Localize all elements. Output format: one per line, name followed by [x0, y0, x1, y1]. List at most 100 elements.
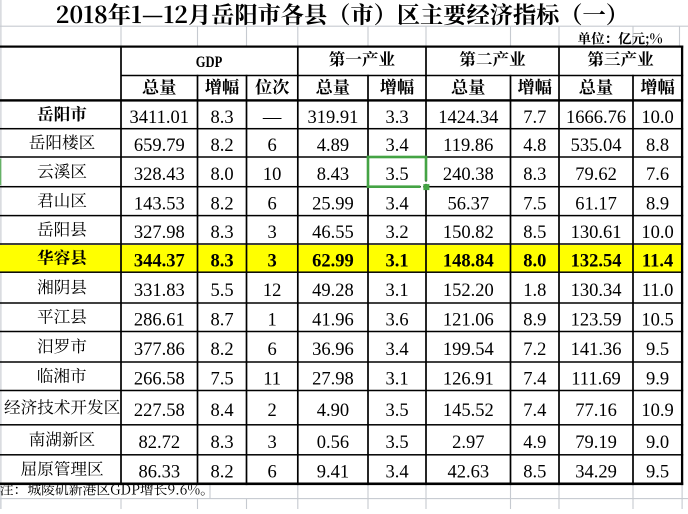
- svg-text:—: —: [262, 108, 282, 128]
- svg-text:266.58: 266.58: [134, 370, 185, 390]
- svg-text:8.9: 8.9: [523, 311, 546, 331]
- svg-text:10.5: 10.5: [641, 311, 673, 331]
- svg-text:6: 6: [268, 194, 277, 214]
- svg-text:240.38: 240.38: [443, 165, 494, 185]
- svg-text:3.4: 3.4: [385, 136, 408, 156]
- svg-text:4.9: 4.9: [523, 433, 546, 453]
- svg-text:7.5: 7.5: [210, 370, 233, 390]
- svg-text:4.8: 4.8: [523, 136, 546, 156]
- svg-text:141.36: 141.36: [571, 340, 622, 360]
- svg-text:8.43: 8.43: [317, 165, 349, 185]
- svg-text:3411.01: 3411.01: [130, 108, 189, 128]
- svg-text:1666.76: 1666.76: [566, 108, 626, 128]
- svg-text:130.34: 130.34: [571, 281, 622, 301]
- svg-text:61.17: 61.17: [575, 194, 617, 214]
- svg-text:3.2: 3.2: [385, 223, 408, 243]
- svg-text:3.5: 3.5: [385, 433, 408, 453]
- svg-text:8.3: 8.3: [523, 165, 546, 185]
- svg-text:8.5: 8.5: [523, 223, 546, 243]
- svg-text:3.1: 3.1: [385, 281, 408, 301]
- svg-text:3: 3: [268, 433, 277, 453]
- svg-text:82.72: 82.72: [138, 433, 180, 453]
- svg-text:79.62: 79.62: [575, 165, 617, 185]
- svg-text:3.5: 3.5: [385, 165, 408, 185]
- svg-text:8.2: 8.2: [210, 340, 233, 360]
- svg-text:7.6: 7.6: [646, 165, 669, 185]
- svg-text:8.0: 8.0: [210, 165, 233, 185]
- svg-text:25.99: 25.99: [312, 194, 354, 214]
- svg-text:286.61: 286.61: [134, 311, 185, 331]
- svg-text:77.16: 77.16: [575, 401, 617, 421]
- svg-text:9.5: 9.5: [646, 340, 669, 360]
- svg-text:344.37: 344.37: [134, 251, 185, 271]
- svg-text:130.61: 130.61: [571, 223, 622, 243]
- svg-text:3.5: 3.5: [385, 401, 408, 421]
- svg-text:9.9: 9.9: [646, 370, 669, 390]
- svg-text:145.52: 145.52: [443, 401, 494, 421]
- svg-text:6: 6: [268, 136, 277, 156]
- svg-text:659.79: 659.79: [134, 136, 185, 156]
- svg-text:327.98: 327.98: [134, 223, 185, 243]
- svg-text:121.06: 121.06: [443, 311, 494, 331]
- svg-text:8.9: 8.9: [646, 194, 669, 214]
- svg-text:126.91: 126.91: [443, 370, 494, 390]
- svg-text:319.91: 319.91: [307, 108, 358, 128]
- svg-text:143.53: 143.53: [134, 194, 185, 214]
- svg-text:8.7: 8.7: [210, 311, 233, 331]
- svg-text:79.19: 79.19: [575, 433, 617, 453]
- svg-text:8.8: 8.8: [646, 136, 669, 156]
- svg-text:11.4: 11.4: [642, 251, 673, 271]
- svg-text:9.0: 9.0: [646, 433, 669, 453]
- svg-text:331.83: 331.83: [134, 281, 185, 301]
- svg-text:10.9: 10.9: [641, 401, 673, 421]
- svg-text:7.5: 7.5: [523, 194, 546, 214]
- svg-text:3.6: 3.6: [385, 311, 408, 331]
- svg-text:8.3: 8.3: [210, 251, 233, 271]
- svg-text:6: 6: [268, 463, 277, 483]
- svg-text:5.5: 5.5: [210, 281, 233, 301]
- svg-text:10.0: 10.0: [641, 108, 673, 128]
- svg-text:1424.34: 1424.34: [438, 108, 498, 128]
- svg-text:10: 10: [263, 165, 282, 185]
- svg-text:148.84: 148.84: [443, 251, 494, 271]
- svg-text:3.4: 3.4: [385, 340, 408, 360]
- svg-text:2.97: 2.97: [452, 433, 484, 453]
- svg-text:3.4: 3.4: [385, 463, 408, 483]
- svg-text:10.0: 10.0: [641, 223, 673, 243]
- svg-text:7.2: 7.2: [523, 340, 546, 360]
- svg-text:7.7: 7.7: [523, 108, 546, 128]
- svg-text:62.99: 62.99: [312, 251, 354, 271]
- svg-text:119.86: 119.86: [443, 136, 493, 156]
- svg-text:4.90: 4.90: [317, 401, 349, 421]
- svg-text:8.2: 8.2: [210, 463, 233, 483]
- svg-text:49.28: 49.28: [312, 281, 354, 301]
- svg-text:4.89: 4.89: [317, 136, 349, 156]
- svg-text:8.3: 8.3: [210, 433, 233, 453]
- svg-text:150.82: 150.82: [443, 223, 494, 243]
- svg-text:9.5: 9.5: [646, 463, 669, 483]
- svg-text:36.96: 36.96: [312, 340, 354, 360]
- svg-text:8.5: 8.5: [523, 463, 546, 483]
- svg-text:3.1: 3.1: [385, 370, 408, 390]
- svg-text:8.2: 8.2: [210, 194, 233, 214]
- svg-text:8.3: 8.3: [210, 108, 233, 128]
- svg-text:86.33: 86.33: [138, 463, 180, 483]
- svg-text:132.54: 132.54: [571, 251, 622, 271]
- svg-text:152.20: 152.20: [443, 281, 494, 301]
- svg-text:3: 3: [268, 251, 277, 271]
- svg-text:8.2: 8.2: [210, 136, 233, 156]
- svg-text:111.69: 111.69: [571, 370, 621, 390]
- svg-text:227.58: 227.58: [134, 401, 185, 421]
- svg-text:199.54: 199.54: [443, 340, 494, 360]
- svg-text:7.4: 7.4: [523, 401, 546, 421]
- svg-text:34.29: 34.29: [575, 463, 617, 483]
- svg-text:56.37: 56.37: [447, 194, 489, 214]
- svg-text:1.8: 1.8: [523, 281, 546, 301]
- svg-text:328.43: 328.43: [134, 165, 185, 185]
- svg-text:3.1: 3.1: [385, 251, 408, 271]
- svg-text:41.96: 41.96: [312, 311, 354, 331]
- svg-text:GDP: GDP: [196, 54, 223, 71]
- svg-text:6: 6: [268, 340, 277, 360]
- svg-text:9.41: 9.41: [317, 463, 349, 483]
- svg-text:1: 1: [268, 311, 277, 331]
